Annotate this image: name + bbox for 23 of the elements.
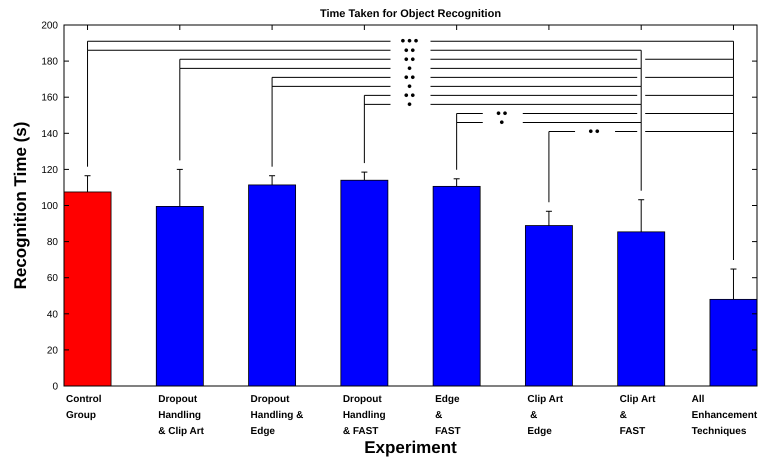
y-tick-label: 60 <box>46 273 58 284</box>
y-tick-label: 140 <box>41 128 58 140</box>
y-tick-label: 40 <box>46 309 58 320</box>
y-axis-title: Recognition Time (s) <box>11 122 30 290</box>
y-tick-label: 20 <box>46 345 58 356</box>
x-tick-label: Dropout Handling & Clip Art <box>158 394 205 437</box>
x-tick-label: Dropout Handling & Edge <box>250 394 304 437</box>
y-tick-label: 200 <box>41 20 58 32</box>
x-tick-label: Edge & FAST <box>435 394 461 437</box>
y-tick-label: 180 <box>41 56 58 68</box>
chart-title: Time Taken for Object Recognition <box>320 8 502 20</box>
x-tick-label: Clip Art & Edge <box>527 394 564 437</box>
x-axis-title: Experiment <box>364 438 458 457</box>
y-tick-label: 160 <box>41 92 58 104</box>
x-tick-label: Control Group <box>66 394 102 421</box>
y-tick-label: 0 <box>52 382 58 392</box>
annotation: •• <box>588 123 602 138</box>
y-tick-label: 120 <box>41 164 58 176</box>
x-tick-label: All Enhancement Techniques <box>692 394 758 437</box>
y-tick-label: 100 <box>41 201 58 212</box>
y-tick-label: 80 <box>46 237 58 248</box>
x-tick-label: Dropout Handling & FAST <box>342 394 386 437</box>
x-tick-label: Clip Art & FAST <box>620 394 656 437</box>
